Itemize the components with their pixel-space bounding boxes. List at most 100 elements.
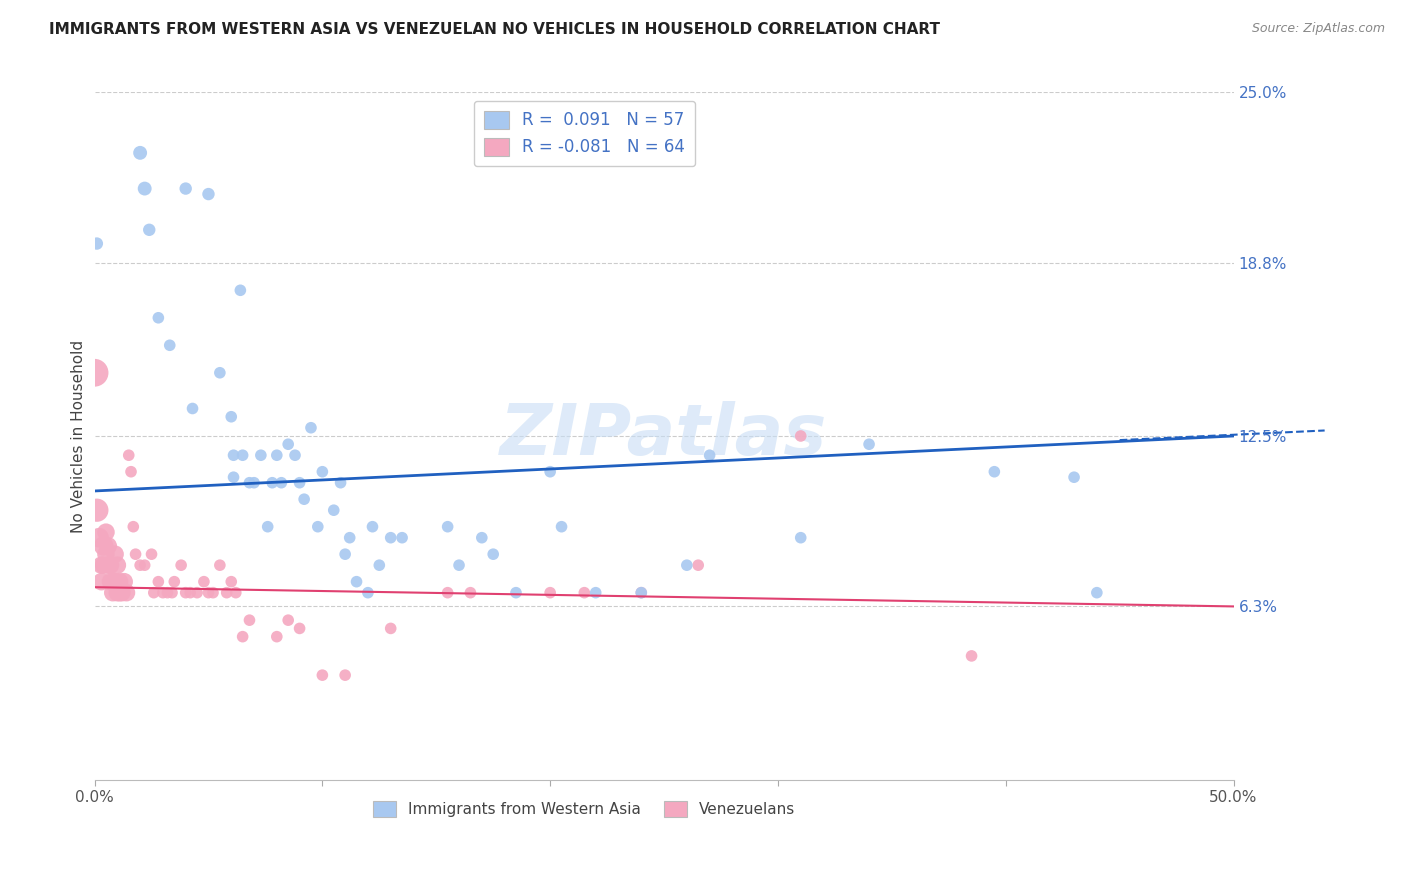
Point — [101, 585, 124, 599]
Point — [460, 585, 482, 599]
Point — [505, 585, 527, 599]
Point — [163, 574, 186, 589]
Text: Source: ZipAtlas.com: Source: ZipAtlas.com — [1251, 22, 1385, 36]
Point — [100, 574, 122, 589]
Point — [380, 531, 402, 545]
Point — [134, 181, 156, 195]
Point — [790, 429, 813, 443]
Point — [238, 613, 260, 627]
Point — [179, 585, 201, 599]
Point — [105, 558, 128, 573]
Point — [858, 437, 880, 451]
Point — [100, 558, 122, 573]
Point — [277, 613, 299, 627]
Point — [112, 574, 135, 589]
Point — [790, 531, 813, 545]
Point — [94, 547, 117, 561]
Point — [311, 668, 333, 682]
Point — [142, 585, 165, 599]
Point — [447, 558, 470, 573]
Point — [208, 558, 231, 573]
Point — [380, 621, 402, 635]
Point — [141, 547, 163, 561]
Point — [152, 585, 174, 599]
Point — [688, 558, 710, 573]
Point — [311, 465, 333, 479]
Point — [482, 547, 505, 561]
Point — [108, 585, 131, 599]
Point — [329, 475, 352, 490]
Point — [630, 585, 652, 599]
Point — [256, 519, 278, 533]
Point — [357, 585, 380, 599]
Point — [960, 648, 983, 663]
Point — [105, 585, 128, 599]
Point — [288, 475, 311, 490]
Point — [436, 519, 458, 533]
Point — [197, 187, 219, 202]
Point — [156, 585, 179, 599]
Legend: Immigrants from Western Asia, Venezuelans: Immigrants from Western Asia, Venezuelan… — [367, 795, 801, 823]
Point — [90, 574, 112, 589]
Point — [699, 448, 721, 462]
Point — [89, 531, 111, 545]
Point — [250, 448, 273, 462]
Point — [170, 558, 193, 573]
Point — [270, 475, 292, 490]
Point — [167, 3, 190, 17]
Point — [129, 558, 152, 573]
Point — [202, 585, 225, 599]
Point — [97, 539, 120, 553]
Point — [120, 465, 142, 479]
Point — [97, 558, 120, 573]
Point — [193, 574, 215, 589]
Point — [222, 448, 245, 462]
Point — [1063, 470, 1085, 484]
Point — [266, 630, 288, 644]
Point — [159, 338, 181, 352]
Point — [93, 539, 115, 553]
Point — [86, 236, 108, 251]
Point — [262, 475, 284, 490]
Point — [104, 547, 127, 561]
Point — [174, 585, 197, 599]
Point — [243, 475, 266, 490]
Point — [983, 465, 1005, 479]
Point — [538, 585, 561, 599]
Point — [115, 585, 138, 599]
Point — [232, 448, 254, 462]
Point — [333, 668, 356, 682]
Point — [538, 465, 561, 479]
Point — [93, 558, 115, 573]
Point — [94, 525, 117, 540]
Point — [346, 574, 368, 589]
Point — [266, 448, 288, 462]
Point — [550, 519, 572, 533]
Point — [90, 558, 112, 573]
Point — [277, 437, 299, 451]
Point — [368, 558, 391, 573]
Point — [101, 574, 124, 589]
Point — [675, 558, 697, 573]
Point — [322, 503, 344, 517]
Point — [181, 401, 204, 416]
Point — [148, 310, 170, 325]
Point — [111, 585, 134, 599]
Point — [160, 585, 183, 599]
Point — [124, 547, 146, 561]
Point — [122, 519, 145, 533]
Point — [225, 585, 247, 599]
Point — [138, 223, 160, 237]
Point — [197, 585, 219, 599]
Point — [108, 574, 131, 589]
Point — [1085, 585, 1108, 599]
Point — [134, 558, 156, 573]
Point — [232, 630, 254, 644]
Point — [86, 503, 108, 517]
Text: ZIPatlas: ZIPatlas — [501, 401, 828, 470]
Point — [174, 181, 197, 195]
Point — [219, 409, 242, 424]
Point — [148, 574, 170, 589]
Point — [118, 448, 141, 462]
Point — [229, 283, 252, 297]
